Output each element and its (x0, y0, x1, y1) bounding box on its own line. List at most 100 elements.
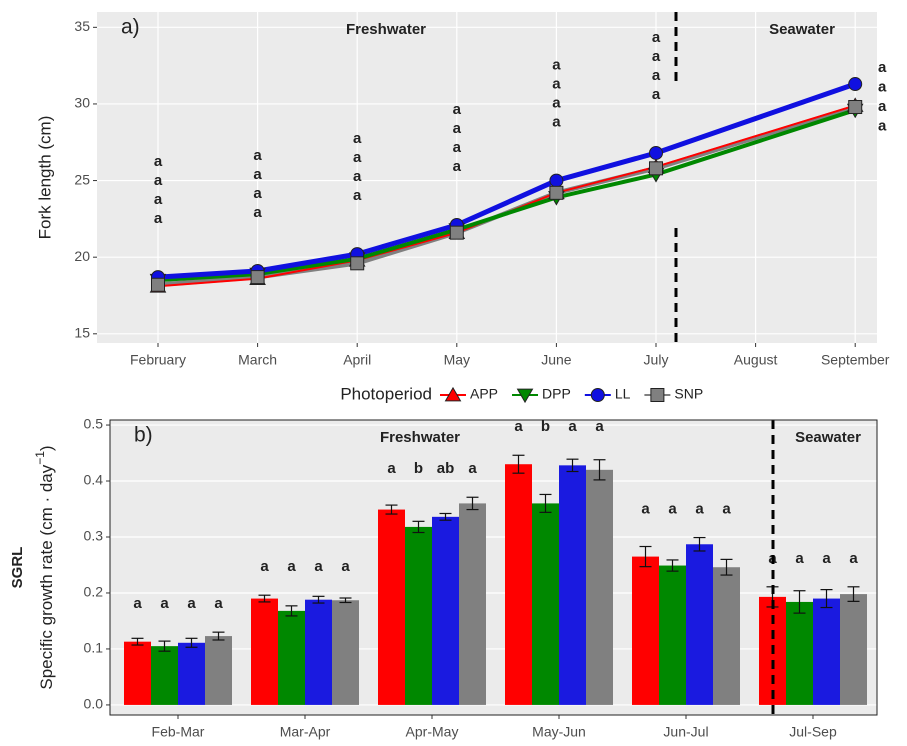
significance-letter: a (341, 558, 350, 575)
error-bar (412, 520, 425, 534)
error-bar (639, 545, 652, 568)
x-tick-label: Jul-Sep (789, 724, 837, 740)
bar (459, 503, 486, 705)
x-tick-label: March (238, 352, 277, 368)
significance-letter: a (154, 191, 163, 208)
panel-label: a) (121, 16, 140, 39)
significance-letter: a (878, 118, 887, 135)
point (848, 77, 863, 92)
y-tick-label: 0.2 (84, 584, 104, 600)
region-label: Freshwater (346, 21, 426, 38)
error-bar (539, 493, 552, 513)
y-axis-title-part: Specific growth rate (cm · day (37, 464, 56, 689)
significance-letter: a (552, 95, 561, 112)
significance-letter: a (668, 501, 677, 518)
significance-letter: a (652, 29, 661, 46)
significance-letter: a (253, 185, 262, 202)
significance-letter: a (514, 418, 523, 435)
significance-letter: a (468, 460, 477, 477)
error-bar (593, 459, 606, 481)
bar (124, 641, 151, 705)
bar (713, 567, 740, 705)
y-tick-label: 0.3 (84, 528, 104, 544)
significance-letter: a (154, 210, 163, 227)
error-bar (185, 637, 198, 648)
y-axis-title-sup: −1 (33, 451, 47, 465)
significance-letter: a (552, 114, 561, 131)
x-tick-label: May-Jun (532, 724, 586, 740)
layer: 15 20 25 30 35 February March April May June July A… (9, 12, 890, 740)
significance-letter: b (541, 418, 550, 435)
error-bar (847, 586, 860, 602)
error-bar (312, 595, 325, 604)
error-bar (466, 496, 479, 511)
significance-letter: a (849, 550, 858, 567)
bar (205, 636, 232, 705)
significance-letter: a (652, 48, 661, 65)
x-tick-label: September (821, 352, 890, 368)
x-tick-label: April (343, 352, 371, 368)
bar (251, 598, 278, 705)
significance-letter: a (795, 550, 804, 567)
significance-letter: a (154, 172, 163, 189)
significance-letter: a (353, 168, 362, 185)
y-tick-label: 25 (74, 171, 90, 187)
significance-letter: b (414, 460, 423, 477)
bar (840, 594, 867, 705)
region-label: Freshwater (380, 429, 460, 446)
panel-a (97, 12, 877, 343)
point (650, 388, 665, 402)
error-bar (666, 559, 679, 572)
bar (378, 509, 405, 705)
x-tick-label: July (644, 352, 669, 368)
x-tick-label: June (541, 352, 572, 368)
x-tick-label: Jun-Jul (663, 724, 708, 740)
significance-letter: a (260, 558, 269, 575)
y-axis-title: Fork length (cm) (35, 116, 54, 240)
significance-letter: a (133, 595, 142, 612)
significance-letter: a (453, 120, 462, 137)
point (590, 388, 605, 402)
y-axis-title: SGRL (9, 547, 26, 589)
point (350, 256, 365, 271)
error-bar (820, 589, 833, 609)
point (449, 225, 464, 240)
y-axis-title-part: ) (37, 445, 56, 451)
point (549, 173, 564, 188)
significance-letter: a (287, 558, 296, 575)
point (250, 270, 265, 285)
error-bar (212, 631, 225, 641)
error-bar (131, 637, 144, 646)
significance-letter: a (253, 166, 262, 183)
x-tick-label: Mar-Apr (280, 724, 331, 740)
point (649, 161, 663, 176)
bar (305, 599, 332, 705)
significance-letter: a (214, 595, 223, 612)
significance-letter: a (641, 501, 650, 518)
error-bar (720, 558, 733, 576)
x-tick-label: Feb-Mar (152, 724, 205, 740)
error-bar (339, 597, 352, 604)
error-bar (158, 640, 171, 652)
region-label: Seawater (795, 429, 861, 446)
significance-letter: a (453, 158, 462, 175)
error-bar (512, 454, 525, 474)
x-tick-label: August (734, 352, 778, 368)
error-bar (793, 590, 806, 614)
legend-label: SNP (674, 386, 703, 402)
panel-b (110, 420, 877, 715)
x-tick-label: February (130, 352, 186, 368)
y-tick-label: 35 (74, 18, 90, 34)
y-tick-label: 0.5 (84, 416, 104, 432)
bar (532, 503, 559, 705)
significance-letter: a (595, 418, 604, 435)
bar (659, 565, 686, 705)
significance-letter: a (353, 187, 362, 204)
significance-letter: a (652, 86, 661, 103)
region-label: Seawater (769, 21, 835, 38)
bar (813, 598, 840, 705)
x-tick-label: May (444, 352, 470, 368)
significance-letter: a (160, 595, 169, 612)
error-bar (285, 605, 298, 617)
